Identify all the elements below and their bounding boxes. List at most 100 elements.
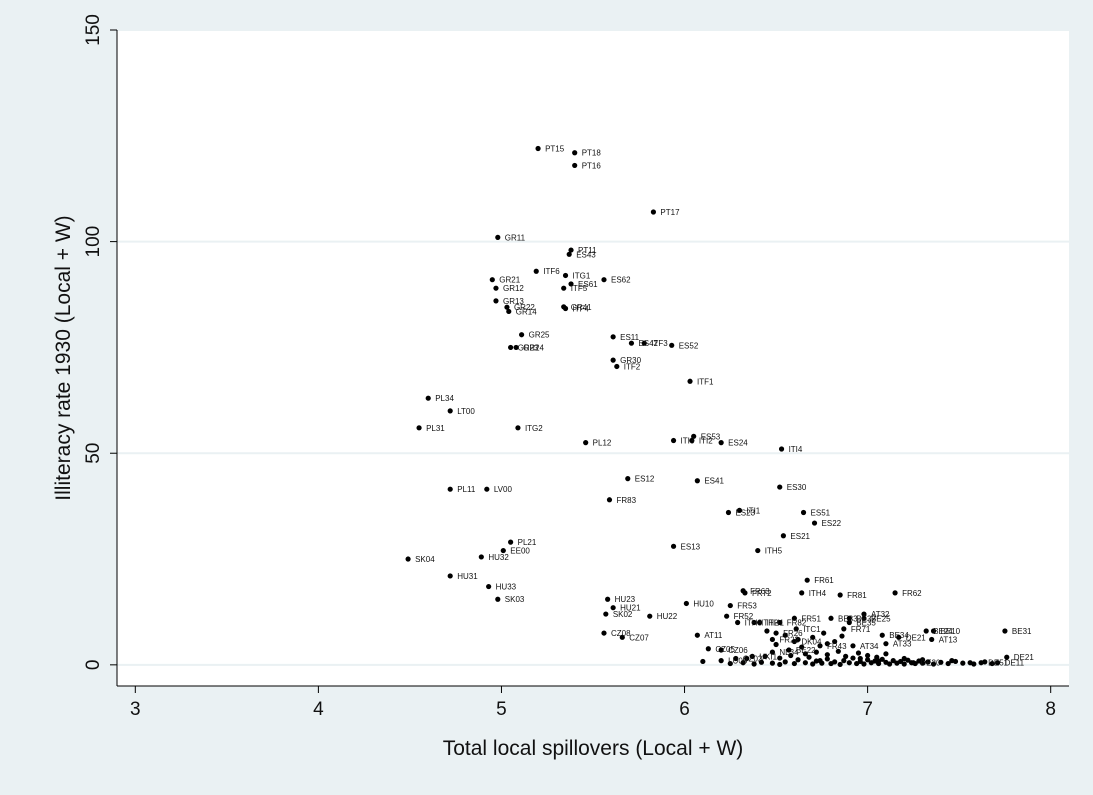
data-point bbox=[971, 661, 977, 667]
data-point bbox=[883, 641, 889, 647]
point-label: LT00 bbox=[457, 407, 475, 416]
data-point bbox=[769, 636, 776, 643]
point-label: GR12 bbox=[503, 284, 524, 293]
data-point bbox=[777, 661, 783, 668]
point-label: SK02 bbox=[613, 610, 633, 619]
data-point bbox=[925, 659, 931, 665]
data-point bbox=[670, 543, 677, 549]
x-tick-label: 6 bbox=[679, 699, 690, 720]
data-point bbox=[892, 590, 898, 596]
data-point bbox=[757, 619, 763, 626]
data-point bbox=[619, 634, 625, 640]
data-point bbox=[810, 661, 816, 667]
data-point bbox=[861, 661, 867, 667]
data-point bbox=[978, 660, 984, 666]
point-label: FR63 bbox=[750, 587, 770, 596]
data-point bbox=[832, 659, 838, 665]
point-label: FR26 bbox=[783, 629, 803, 638]
data-point bbox=[910, 660, 916, 666]
point-label: BE34 bbox=[889, 631, 909, 640]
data-point bbox=[923, 628, 929, 634]
data-point bbox=[691, 433, 697, 439]
point-label: BE25 bbox=[871, 614, 891, 623]
point-label: DE11 bbox=[1005, 659, 1025, 668]
data-point bbox=[647, 613, 653, 619]
data-point bbox=[788, 652, 794, 659]
point-label: DK04 bbox=[801, 638, 822, 647]
point-label: BE33 bbox=[838, 614, 858, 623]
data-point bbox=[799, 590, 805, 596]
point-label: BE32 bbox=[856, 614, 876, 623]
data-point bbox=[425, 395, 431, 401]
y-tick-label: 100 bbox=[83, 226, 104, 258]
data-point bbox=[846, 615, 852, 621]
data-point bbox=[493, 285, 499, 291]
data-point bbox=[755, 547, 761, 554]
data-point bbox=[799, 644, 805, 650]
data-point bbox=[568, 247, 574, 253]
x-tick-label: 7 bbox=[862, 699, 873, 720]
data-point bbox=[901, 661, 907, 667]
data-point bbox=[601, 630, 607, 636]
data-point bbox=[883, 651, 889, 657]
point-label: PT16 bbox=[582, 161, 602, 170]
point-label: AT13 bbox=[939, 635, 958, 644]
data-point bbox=[572, 150, 578, 156]
data-point bbox=[802, 660, 808, 666]
point-label: ES11 bbox=[620, 333, 640, 342]
point-label: HU33 bbox=[496, 583, 517, 592]
data-point bbox=[566, 251, 572, 257]
data-point bbox=[810, 634, 816, 640]
data-point bbox=[500, 547, 506, 554]
point-label: ES30 bbox=[787, 483, 807, 492]
point-label: ES52 bbox=[679, 341, 699, 350]
point-label: UKI1 bbox=[759, 652, 777, 661]
point-label: ITI1 bbox=[746, 506, 760, 515]
point-label: ITI2 bbox=[699, 437, 713, 446]
data-point bbox=[740, 660, 746, 666]
point-label: PT15 bbox=[545, 145, 565, 154]
point-label: PT11 bbox=[578, 246, 597, 255]
point-label: ES42 bbox=[638, 339, 658, 348]
point-label: ES62 bbox=[611, 276, 631, 285]
point-label: ES43 bbox=[576, 250, 596, 259]
point-label: ITH5 bbox=[765, 547, 783, 556]
point-label: CZ05 bbox=[715, 645, 735, 654]
data-point bbox=[669, 342, 675, 348]
data-point bbox=[811, 520, 818, 526]
point-label: DE30 bbox=[920, 659, 941, 668]
data-point bbox=[583, 440, 589, 446]
data-point bbox=[960, 660, 966, 666]
point-label: ITF4 bbox=[573, 304, 590, 313]
data-point bbox=[447, 573, 453, 579]
data-point bbox=[694, 632, 700, 638]
data-point bbox=[625, 476, 631, 482]
data-point bbox=[929, 636, 935, 643]
data-point bbox=[758, 659, 765, 665]
point-label: FR61 bbox=[814, 576, 834, 585]
point-label: HU10 bbox=[693, 599, 714, 608]
point-label: BE24 bbox=[933, 627, 953, 636]
point-label: AT32 bbox=[871, 610, 890, 619]
data-point bbox=[533, 268, 539, 274]
data-point bbox=[504, 304, 510, 310]
data-point bbox=[1004, 654, 1010, 660]
data-point bbox=[725, 509, 732, 516]
data-point bbox=[837, 661, 843, 668]
data-point bbox=[561, 285, 567, 291]
data-point bbox=[736, 507, 743, 513]
data-point bbox=[835, 648, 841, 654]
data-point bbox=[780, 533, 787, 539]
plot-area bbox=[117, 30, 1069, 686]
data-point bbox=[876, 658, 882, 664]
x-tick-label: 8 bbox=[1045, 699, 1056, 720]
point-label: AT34 bbox=[860, 642, 879, 651]
data-point bbox=[486, 583, 492, 590]
point-label: ITI3 bbox=[681, 437, 695, 446]
data-point bbox=[850, 655, 856, 661]
point-label: AT11 bbox=[704, 631, 722, 640]
data-point bbox=[782, 659, 788, 665]
data-point bbox=[919, 657, 926, 663]
